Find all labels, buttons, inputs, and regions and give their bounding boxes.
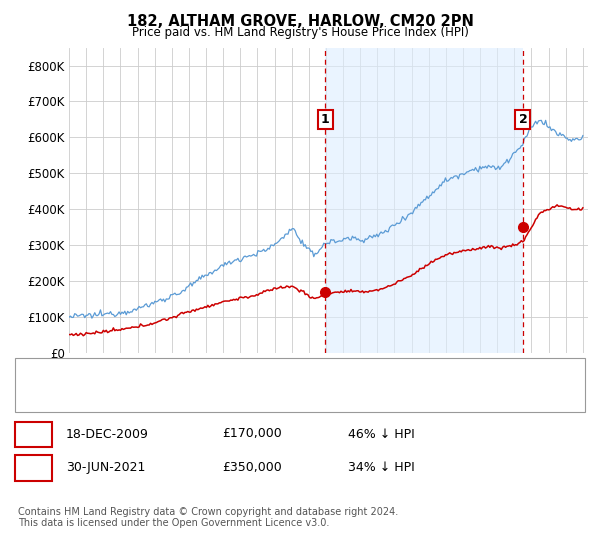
Text: 2: 2 bbox=[518, 113, 527, 126]
Text: 30-JUN-2021: 30-JUN-2021 bbox=[66, 461, 145, 474]
Text: 18-DEC-2009: 18-DEC-2009 bbox=[66, 427, 149, 441]
Text: 1: 1 bbox=[321, 113, 329, 126]
Text: 182, ALTHAM GROVE, HARLOW, CM20 2PN: 182, ALTHAM GROVE, HARLOW, CM20 2PN bbox=[127, 14, 473, 29]
Text: HPI: Average price, detached house, Harlow: HPI: Average price, detached house, Harl… bbox=[66, 391, 311, 401]
Text: £350,000: £350,000 bbox=[222, 461, 282, 474]
Text: 2: 2 bbox=[29, 461, 38, 474]
Text: Contains HM Land Registry data © Crown copyright and database right 2024.
This d: Contains HM Land Registry data © Crown c… bbox=[18, 507, 398, 529]
Text: Price paid vs. HM Land Registry's House Price Index (HPI): Price paid vs. HM Land Registry's House … bbox=[131, 26, 469, 39]
Text: £170,000: £170,000 bbox=[222, 427, 282, 441]
Text: 182, ALTHAM GROVE, HARLOW, CM20 2PN (detached house): 182, ALTHAM GROVE, HARLOW, CM20 2PN (det… bbox=[66, 368, 404, 379]
Text: 46% ↓ HPI: 46% ↓ HPI bbox=[348, 427, 415, 441]
Bar bbox=[325, 48, 523, 353]
Text: 34% ↓ HPI: 34% ↓ HPI bbox=[348, 461, 415, 474]
Text: 1: 1 bbox=[29, 427, 38, 441]
